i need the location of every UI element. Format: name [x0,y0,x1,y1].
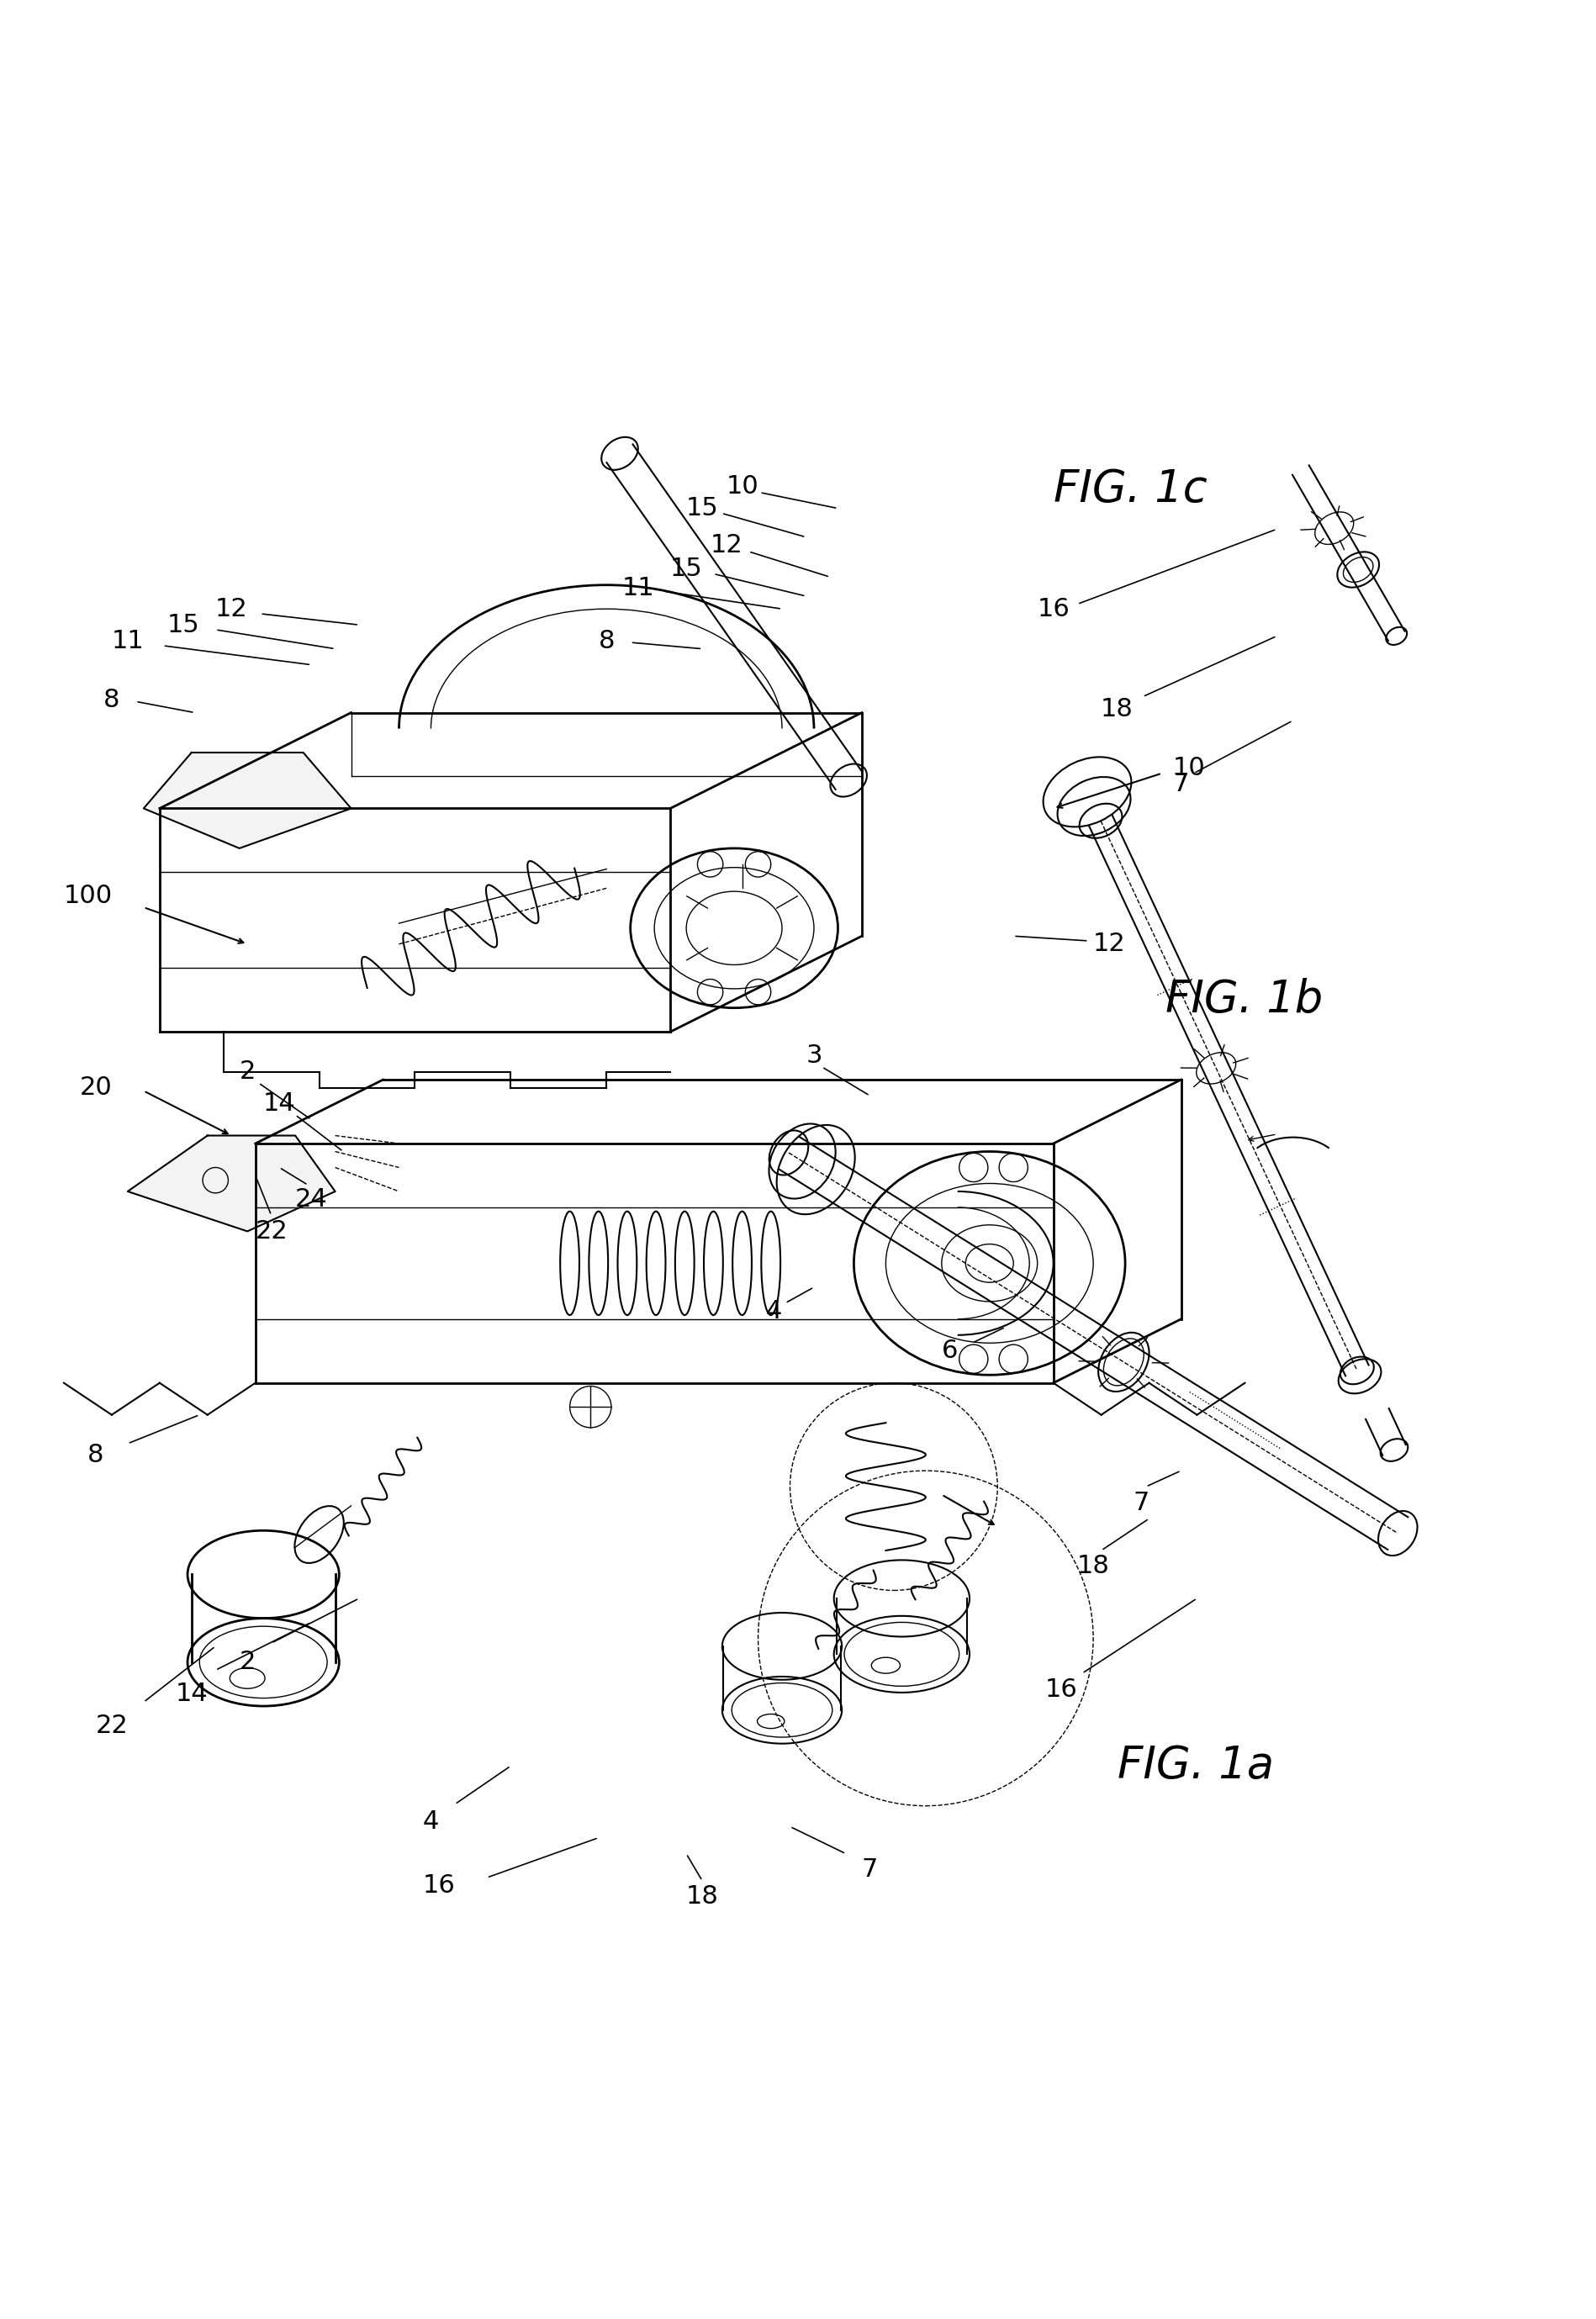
Text: 24: 24 [295,1187,327,1211]
Text: 6: 6 [942,1338,958,1364]
Text: 14: 14 [176,1681,207,1707]
Text: 16: 16 [1045,1677,1077,1702]
Text: 18: 18 [1101,698,1133,721]
Text: 7: 7 [862,1858,878,1881]
Text: FIG. 1a: FIG. 1a [1117,1744,1274,1788]
Text: 11: 11 [622,575,654,601]
Text: 16: 16 [423,1874,455,1897]
Text: 14: 14 [263,1092,295,1115]
Text: 11: 11 [112,628,144,654]
Text: 7: 7 [1173,772,1189,798]
Text: 12: 12 [710,533,742,557]
Text: 18: 18 [1077,1554,1109,1579]
Text: 4: 4 [423,1809,439,1834]
Text: 2: 2 [239,1060,255,1083]
Text: 10: 10 [1173,756,1205,782]
Text: 4: 4 [766,1299,782,1324]
Text: 12: 12 [1093,932,1125,955]
Text: 15: 15 [168,612,200,638]
Text: 15: 15 [686,496,718,519]
Text: 7: 7 [1133,1491,1149,1514]
Text: 22: 22 [96,1714,128,1739]
Text: 16: 16 [1037,596,1069,621]
Text: 8: 8 [88,1442,104,1468]
Text: 3: 3 [806,1044,822,1069]
Text: 20: 20 [80,1076,112,1099]
Text: 22: 22 [255,1220,287,1243]
Text: 8: 8 [104,689,120,712]
Text: 12: 12 [215,596,247,621]
Text: 15: 15 [670,557,702,582]
Text: 10: 10 [726,473,758,499]
Text: FIG. 1b: FIG. 1b [1165,979,1323,1023]
Text: FIG. 1c: FIG. 1c [1053,468,1207,510]
Polygon shape [144,754,351,849]
Polygon shape [128,1136,335,1231]
Text: 2: 2 [239,1651,255,1674]
Text: 8: 8 [598,628,614,654]
Text: 18: 18 [686,1885,718,1909]
Text: 100: 100 [64,884,112,909]
